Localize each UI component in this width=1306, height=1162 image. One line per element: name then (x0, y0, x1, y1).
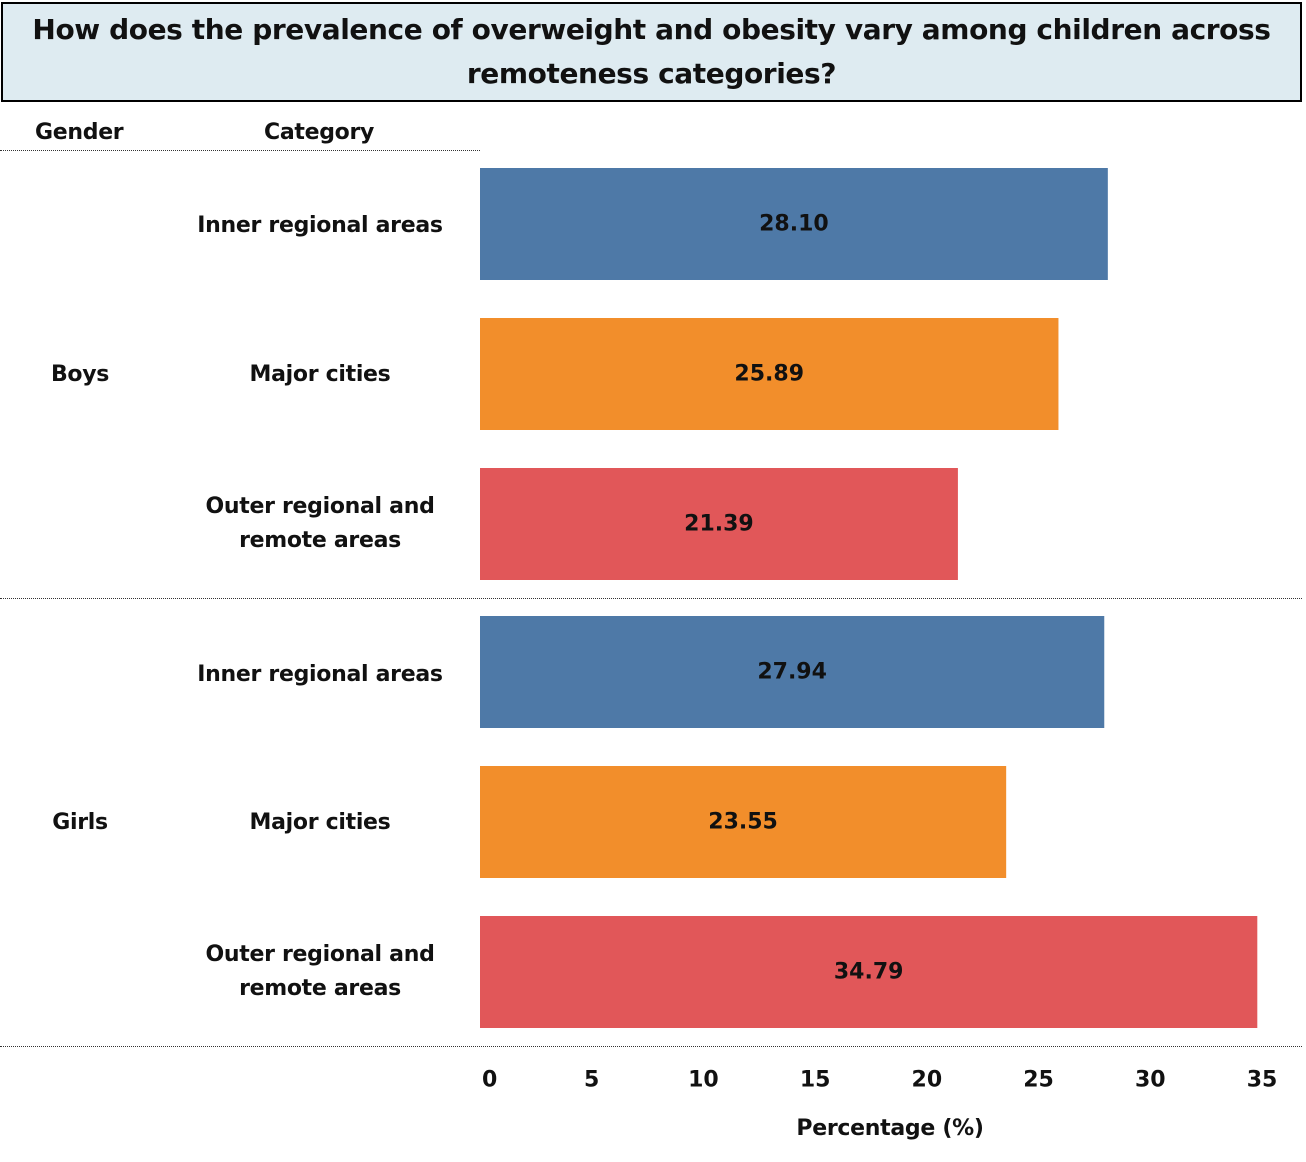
bar-girls-2 (480, 916, 1258, 1028)
group-divider (0, 598, 1302, 599)
category-label-girls-inner-regional: Inner regional areas (197, 662, 443, 687)
bar-boys-1 (480, 318, 1059, 430)
x-tick-label-0: 0 (482, 1068, 497, 1093)
category-label-boys-major-cities: Major cities (249, 362, 391, 387)
bar-value-label-boys-1: 25.89 (734, 362, 804, 387)
bar-boys-0 (480, 168, 1108, 280)
x-tick-label-15: 15 (800, 1068, 831, 1093)
x-tick-label-20: 20 (912, 1068, 943, 1093)
bar-value-label-boys-2: 21.39 (684, 512, 754, 537)
bottom-divider (0, 1046, 1302, 1047)
header-divider (0, 150, 480, 151)
bar-value-label-boys-0: 28.10 (759, 212, 829, 237)
gender-label-boys: Boys (50, 362, 110, 387)
category-label-boys-outer-regional: Outer regional and remote areas (205, 494, 435, 553)
chart-title: How does the prevalence of overweight an… (32, 13, 1271, 90)
bar-girls-1 (480, 766, 1007, 878)
category-label-girls-major-cities: Major cities (249, 810, 391, 835)
category-label-girls-outer-regional: Outer regional and remote areas (205, 942, 435, 1001)
chart-title-box: How does the prevalence of overweight an… (1, 2, 1302, 102)
bar-girls-0 (480, 616, 1105, 728)
x-tick-label-35: 35 (1247, 1068, 1278, 1093)
x-tick-label-30: 30 (1135, 1068, 1166, 1093)
gender-column-header: Gender (35, 120, 124, 145)
x-tick-label-25: 25 (1023, 1068, 1054, 1093)
bar-value-label-girls-1: 23.55 (708, 810, 778, 835)
bar-value-label-girls-2: 34.79 (834, 960, 904, 985)
bar-value-label-girls-0: 27.94 (757, 660, 827, 685)
category-label-boys-inner-regional: Inner regional areas (197, 213, 443, 238)
bar-boys-2 (480, 468, 958, 580)
gender-label-girls: Girls (52, 810, 108, 835)
x-axis-title: Percentage (%) (796, 1116, 984, 1141)
x-tick-label-5: 5 (584, 1068, 599, 1093)
category-column-header: Category (264, 120, 375, 145)
x-tick-label-10: 10 (688, 1068, 719, 1093)
